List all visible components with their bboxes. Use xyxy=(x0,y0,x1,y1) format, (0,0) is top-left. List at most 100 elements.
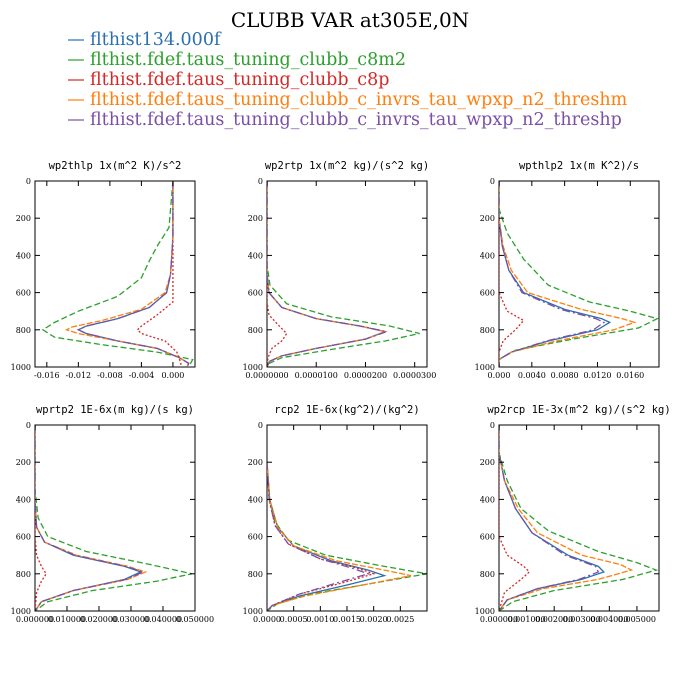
series-line xyxy=(499,425,606,611)
plot-frame xyxy=(34,180,196,368)
legend-label: flthist.fdef.taus_tuning_clubb_c_invrs_t… xyxy=(90,90,628,110)
y-tick-label: 0 xyxy=(490,421,495,430)
y-tick-label: 800 xyxy=(16,326,31,335)
series-group xyxy=(499,425,659,611)
series-line xyxy=(35,425,143,611)
panel-title: wp2rtp 1x(m^2 kg)/(s^2 kg) xyxy=(265,160,429,172)
legend-item: flthist.fdef.taus_tuning_clubb_c_invrs_t… xyxy=(68,90,628,110)
x-tick-label: 0.005000 xyxy=(618,615,656,624)
x-tick-label: 0.0015 xyxy=(333,615,361,624)
x-tick-label: -0.008 xyxy=(97,371,123,380)
plot-frame xyxy=(34,424,196,612)
y-tick-label: 800 xyxy=(480,326,495,335)
y-tick-label: 0 xyxy=(490,177,495,186)
chart-panel: wp2rcp 1E-3x(m^2 kg)/(s^2 kg) 0 200 400 600 8… xyxy=(475,404,671,624)
series-group xyxy=(267,462,427,611)
series-line xyxy=(41,181,194,367)
x-tick-label: 0.050000 xyxy=(176,615,214,624)
series-group xyxy=(267,181,420,367)
series-line xyxy=(499,181,525,367)
y-tick-label: 800 xyxy=(248,570,263,579)
panel-title: wprtp2 1E-6x(m kg)/(s kg) xyxy=(36,404,194,416)
x-tick-label: 0.002000 xyxy=(535,615,573,624)
x-tick-label: 0.0040 xyxy=(518,371,546,380)
series-line xyxy=(499,181,637,367)
y-tick-label: 800 xyxy=(480,570,495,579)
x-tick-label: 0.000 xyxy=(161,371,184,380)
y-tick-label: 1000 xyxy=(475,607,495,616)
series-line xyxy=(267,462,387,611)
panel-title: wp2thlp 1x(m^2 K)/s^2 xyxy=(49,160,182,172)
series-line xyxy=(35,425,148,611)
x-tick-label: 0.0000200 xyxy=(344,371,387,380)
chart-panel: wprtp2 1E-6x(m kg)/(s kg) 0 200 400 600 800 10… xyxy=(11,404,214,624)
y-tick-label: 200 xyxy=(480,214,495,223)
series-line xyxy=(267,181,288,367)
x-tick-label: -0.012 xyxy=(66,371,92,380)
series-group xyxy=(35,425,192,611)
series-line xyxy=(267,462,376,611)
series-line xyxy=(136,181,182,367)
series-line xyxy=(267,181,388,367)
legend-label: flthist.fdef.taus_tuning_clubb_c_invrs_t… xyxy=(90,110,622,130)
x-tick-label: 0.0000000 xyxy=(245,371,288,380)
y-tick-label: 200 xyxy=(480,458,495,467)
x-tick-label: -0.004 xyxy=(129,371,155,380)
legend-item: flthist.fdef.taus_tuning_clubb_c_invrs_t… xyxy=(68,110,622,130)
plot-frame xyxy=(498,180,660,368)
series-line xyxy=(499,425,600,611)
legend-item: flthist.fdef.taus_tuning_clubb_c8m2 xyxy=(68,50,406,70)
y-tick-label: 0 xyxy=(258,177,263,186)
series-line xyxy=(35,425,192,611)
legend-item: flthist.fdef.taus_tuning_clubb_c8p xyxy=(68,70,389,90)
series-line xyxy=(267,462,371,611)
x-tick-label: 0.000000 xyxy=(16,615,54,624)
x-tick-label: 0.000 xyxy=(488,371,511,380)
legend-label: flthist.fdef.taus_tuning_clubb_c8p xyxy=(90,70,389,90)
y-tick-label: 200 xyxy=(16,458,31,467)
x-tick-label: 0.0080 xyxy=(551,371,579,380)
plot-frame xyxy=(266,424,428,612)
x-tick-label: -0.016 xyxy=(34,371,60,380)
series-line xyxy=(267,181,420,367)
x-tick-label: 0.020000 xyxy=(80,615,118,624)
series-group xyxy=(499,181,659,367)
chart-panel: wp2rtp 1x(m^2 kg)/(s^2 kg)0 200 400 600 800 1… xyxy=(243,160,437,380)
panels: wp2thlp 1x(m^2 K)/s^202004006008001000-0… xyxy=(11,160,671,624)
series-line xyxy=(267,181,388,367)
y-tick-label: 800 xyxy=(16,570,31,579)
y-tick-label: 400 xyxy=(16,251,31,260)
figure-title: CLUBB VAR at305E,0N xyxy=(231,8,469,32)
legend-label: flthist.fdef.taus_tuning_clubb_c8m2 xyxy=(90,50,406,70)
y-tick-label: 400 xyxy=(248,251,263,260)
y-tick-label: 600 xyxy=(16,533,31,542)
y-tick-label: 200 xyxy=(16,214,31,223)
x-tick-label: 0.003000 xyxy=(563,615,601,624)
y-tick-label: 0 xyxy=(26,177,31,186)
y-tick-label: 600 xyxy=(248,289,263,298)
y-tick-label: 1000 xyxy=(475,363,495,372)
series-line xyxy=(499,181,606,367)
y-tick-label: 400 xyxy=(248,495,263,504)
legend: flthist134.000fflthist.fdef.taus_tuning_… xyxy=(68,30,628,130)
x-tick-label: 0.004000 xyxy=(590,615,628,624)
chart-panel: wp2thlp 1x(m^2 K)/s^202004006008001000-0… xyxy=(11,160,196,380)
x-tick-label: 0.0010 xyxy=(306,615,334,624)
y-tick-label: 1000 xyxy=(11,363,31,372)
series-line xyxy=(267,462,427,611)
series-line xyxy=(76,181,190,367)
x-tick-label: 0.0005 xyxy=(280,615,308,624)
y-tick-label: 1000 xyxy=(243,363,263,372)
y-tick-label: 0 xyxy=(26,421,31,430)
y-tick-label: 400 xyxy=(480,495,495,504)
y-tick-label: 1000 xyxy=(11,607,31,616)
series-line xyxy=(499,425,531,611)
series-group xyxy=(41,181,194,367)
series-line xyxy=(267,181,390,367)
x-tick-label: 0.010000 xyxy=(48,615,86,624)
x-tick-label: 0.040000 xyxy=(144,615,182,624)
y-tick-label: 400 xyxy=(480,251,495,260)
x-tick-label: 0.0000 xyxy=(253,615,281,624)
x-tick-label: 0.001000 xyxy=(508,615,546,624)
